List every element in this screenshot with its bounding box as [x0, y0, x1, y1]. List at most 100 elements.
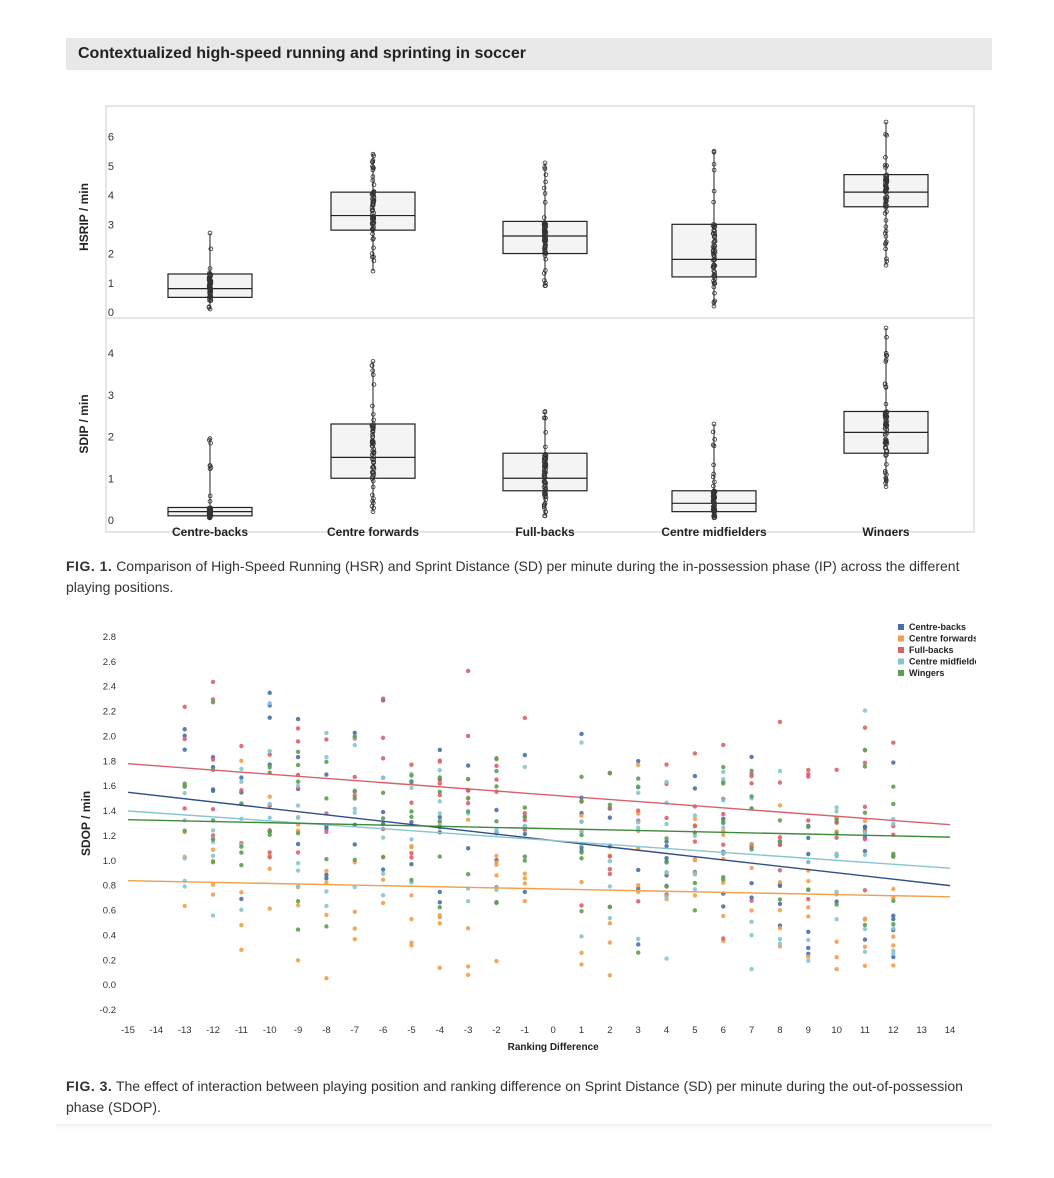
box-point — [711, 234, 717, 240]
box-point — [711, 274, 717, 279]
scatter-point — [777, 926, 783, 931]
y-axis-label: SDOP / min — [79, 791, 93, 856]
box-point — [883, 359, 889, 364]
box-point — [208, 465, 214, 470]
scatter-point — [522, 854, 528, 859]
box-point — [371, 220, 377, 225]
box-point-min — [711, 515, 717, 521]
x-tick-label: -13 — [178, 1025, 192, 1036]
box-point — [712, 437, 717, 442]
x-tick-label: 11 — [860, 1025, 870, 1036]
scatter-point — [636, 886, 641, 891]
legend-swatch — [898, 624, 904, 630]
box-wingers — [843, 119, 929, 268]
scatter-point — [721, 913, 726, 919]
y-tick-label: 1 — [108, 278, 114, 290]
scatter-point — [636, 899, 641, 904]
scatter-point — [380, 854, 386, 860]
box-point — [370, 432, 375, 437]
scatter-point — [522, 889, 528, 895]
x-tick-label: -15 — [121, 1025, 135, 1036]
scatter-point — [636, 820, 641, 825]
y-tick-label: 1.6 — [103, 781, 116, 792]
scatter-point — [182, 790, 187, 796]
scatter-point — [409, 762, 414, 767]
scatter-point — [749, 847, 754, 852]
box-point — [712, 488, 717, 494]
box-point — [712, 222, 718, 228]
scatter-point — [607, 973, 613, 978]
box-point — [208, 440, 213, 446]
scatter-point — [324, 975, 329, 981]
scatter-point — [579, 832, 584, 838]
scatter-point — [182, 784, 187, 789]
box-point — [883, 165, 888, 170]
box-point — [883, 234, 889, 239]
y-tick-label: 0.2 — [103, 955, 116, 966]
scatter-point — [607, 815, 613, 820]
category-label: Wingers — [862, 525, 910, 536]
scatter-point — [862, 818, 868, 824]
x-tick-label: -2 — [492, 1025, 500, 1036]
scatter-point — [324, 872, 329, 877]
scatter-point — [239, 844, 244, 849]
y-tick-label: 1 — [108, 473, 114, 485]
box-point — [371, 382, 377, 387]
scatter-point — [324, 772, 329, 777]
box-point — [370, 237, 376, 242]
category-label: Full-backs — [515, 525, 575, 536]
box-point — [543, 179, 548, 185]
scatter-point — [210, 807, 216, 812]
scatter-point — [465, 800, 471, 806]
scatter-point — [749, 919, 754, 925]
scatter-point — [465, 964, 471, 969]
scatter-point — [579, 950, 584, 956]
box-point — [711, 262, 717, 268]
box-centre-midfielders — [671, 148, 757, 309]
scatter-point — [806, 905, 811, 910]
scatter-point — [437, 915, 442, 920]
scatter-point — [494, 862, 499, 867]
scatter-point — [862, 725, 868, 730]
scatter-point — [267, 715, 272, 720]
box-point — [711, 462, 716, 468]
scatter-point — [749, 895, 754, 900]
fig3-caption-label: FIG. 3. — [66, 1078, 113, 1094]
box-point — [711, 443, 717, 449]
box-point — [883, 477, 889, 483]
scatter-point — [210, 837, 216, 842]
scatter-point — [777, 897, 783, 902]
legend-label: Wingers — [909, 668, 944, 678]
scatter-point — [721, 742, 726, 748]
fig3-y-axis: -0.2 0.0 0.2 0.4 0.6 0.8 1.0 1.2 1.4 1.6 1.8 2.0 2.2… — [79, 632, 116, 1016]
x-tick-label: 4 — [664, 1025, 669, 1036]
scatter-point — [579, 774, 584, 780]
scatter-point — [324, 912, 329, 918]
x-tick-label: 7 — [749, 1025, 754, 1036]
scatter-point — [295, 903, 301, 908]
scatter-point — [409, 893, 414, 898]
scatter-point — [267, 748, 272, 754]
scatter-point — [182, 727, 187, 732]
scatter-point — [324, 880, 329, 885]
scatter-point — [465, 763, 471, 768]
scatter-point — [636, 942, 641, 947]
box-point — [882, 414, 888, 420]
scatter-point — [267, 906, 272, 911]
scatter-point — [692, 880, 698, 886]
box-point — [883, 195, 888, 201]
box-point-max — [883, 119, 889, 125]
box-point-max — [370, 151, 376, 157]
fig1-caption-label: FIG. 1. — [66, 558, 113, 574]
scatter-point — [862, 917, 868, 922]
box-point — [543, 494, 549, 500]
box-point — [371, 423, 376, 429]
scatter-point — [721, 769, 726, 775]
y-tick-label: 0.4 — [103, 930, 116, 941]
scatter-point — [437, 889, 442, 895]
scatter-point — [239, 947, 244, 953]
scatter-point — [239, 766, 244, 772]
box-point — [543, 415, 548, 421]
scatter-point — [749, 754, 754, 760]
scatter-point — [494, 756, 499, 762]
